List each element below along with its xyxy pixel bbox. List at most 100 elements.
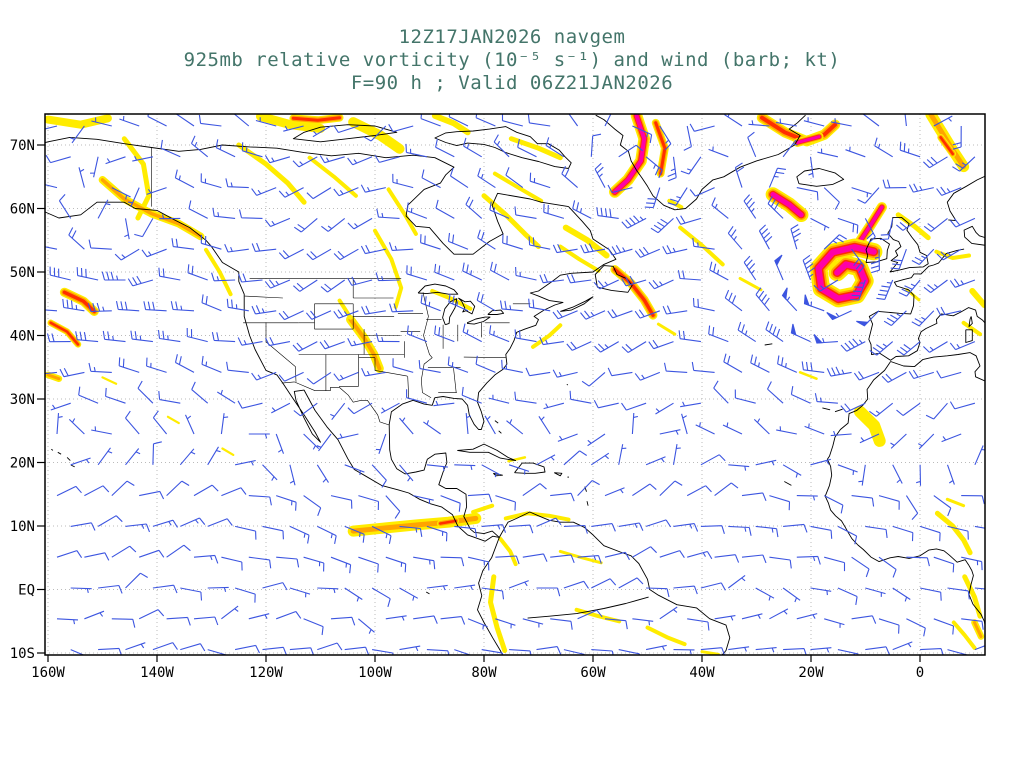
wind-barb xyxy=(139,490,165,500)
wind-barb xyxy=(347,337,373,347)
wind-barb xyxy=(360,244,386,255)
wind-barb xyxy=(936,248,962,261)
wind-barb xyxy=(217,389,236,404)
vorticity-feature xyxy=(815,244,877,302)
wind-barb xyxy=(347,402,373,415)
wind-barb xyxy=(87,302,112,312)
wind-barb xyxy=(292,156,318,168)
wind-barb xyxy=(413,556,436,570)
wind-barbs xyxy=(45,114,985,655)
wind-barb xyxy=(883,310,907,326)
wind-barb xyxy=(724,289,743,312)
wind-barb xyxy=(919,587,942,601)
state-borders xyxy=(151,147,531,426)
coastline xyxy=(784,481,792,486)
wind-barb xyxy=(618,444,627,465)
y-axis-tick-label: 10S xyxy=(10,646,35,662)
wind-barb xyxy=(56,485,82,497)
wind-barb xyxy=(908,183,934,193)
wind-barb xyxy=(303,495,322,516)
wind-barb xyxy=(591,578,617,589)
wind-barb xyxy=(90,156,99,178)
wind-barb xyxy=(648,279,674,290)
vorticity-feature xyxy=(795,135,821,144)
wind-barb xyxy=(317,525,337,545)
wind-barb xyxy=(465,413,471,435)
wind-barb xyxy=(276,610,302,620)
wind-barb xyxy=(207,649,229,655)
wind-barb xyxy=(714,482,739,497)
wind-barb xyxy=(174,354,195,373)
wind-barb xyxy=(796,613,818,620)
wind-barb xyxy=(306,371,332,385)
wind-barb xyxy=(776,118,797,127)
wind-barb xyxy=(837,525,858,545)
wind-barb xyxy=(361,305,386,315)
wind-barb xyxy=(667,156,677,182)
wind-barb xyxy=(517,138,537,158)
wind-barb xyxy=(552,243,578,254)
wind-barb xyxy=(191,381,209,404)
wind-barb xyxy=(84,610,105,620)
wind-barb xyxy=(160,139,181,158)
wind-barb xyxy=(45,184,58,189)
wind-barb xyxy=(70,125,85,144)
wind-barb xyxy=(337,433,359,440)
wind-barb xyxy=(645,644,667,651)
wind-barb xyxy=(426,584,448,591)
wind-barb xyxy=(607,245,633,256)
wind-barb xyxy=(226,361,249,373)
wind-barb xyxy=(475,355,496,373)
wind-barb xyxy=(180,643,206,652)
coastline xyxy=(425,591,430,595)
vorticity-feature xyxy=(49,321,80,346)
coastline xyxy=(595,114,806,211)
wind-barb xyxy=(193,616,219,626)
wind-barb xyxy=(166,480,190,496)
wind-barb xyxy=(802,254,816,281)
wind-barb xyxy=(146,357,167,373)
wind-barb xyxy=(837,464,858,476)
wind-barb xyxy=(495,618,516,629)
wind-barb xyxy=(826,366,852,377)
wind-barb xyxy=(577,480,600,496)
wind-barb xyxy=(234,525,257,540)
border-line xyxy=(463,356,506,358)
wind-barb xyxy=(925,402,948,420)
wind-barb xyxy=(454,464,476,471)
wind-barb xyxy=(125,642,146,651)
wind-barb xyxy=(495,495,516,511)
wind-barb xyxy=(152,642,178,651)
vorticity-feature xyxy=(348,117,405,154)
wind-barb xyxy=(677,270,701,281)
wind-barb xyxy=(293,402,318,417)
y-axis-tick-label: 60N xyxy=(10,202,35,218)
wind-barb xyxy=(62,298,85,312)
wind-barb xyxy=(251,305,277,315)
wind-barb xyxy=(303,433,320,450)
x-axis-tick-label: 100W xyxy=(358,665,392,681)
wind-barb xyxy=(264,217,291,228)
vorticity-feature xyxy=(612,114,647,194)
wind-barb xyxy=(722,422,743,435)
wind-barb xyxy=(904,114,907,127)
wind-barb xyxy=(399,417,414,435)
wind-barb xyxy=(333,187,359,197)
wind-barb xyxy=(856,310,880,327)
wind-barb xyxy=(678,330,701,343)
wind-barb xyxy=(755,287,770,312)
wind-barb xyxy=(119,115,140,127)
vorticity-feature xyxy=(166,415,180,425)
wind-barb xyxy=(594,162,606,188)
wind-barb xyxy=(769,495,791,511)
wind-barb xyxy=(251,242,277,252)
wind-barb xyxy=(632,546,657,558)
wind-barb xyxy=(454,584,476,591)
wind-barb xyxy=(700,582,726,591)
wind-barb xyxy=(238,209,263,219)
wind-barb xyxy=(385,615,407,621)
coastline xyxy=(527,596,649,619)
wind-barb xyxy=(292,341,318,352)
wind-barb xyxy=(111,618,136,628)
